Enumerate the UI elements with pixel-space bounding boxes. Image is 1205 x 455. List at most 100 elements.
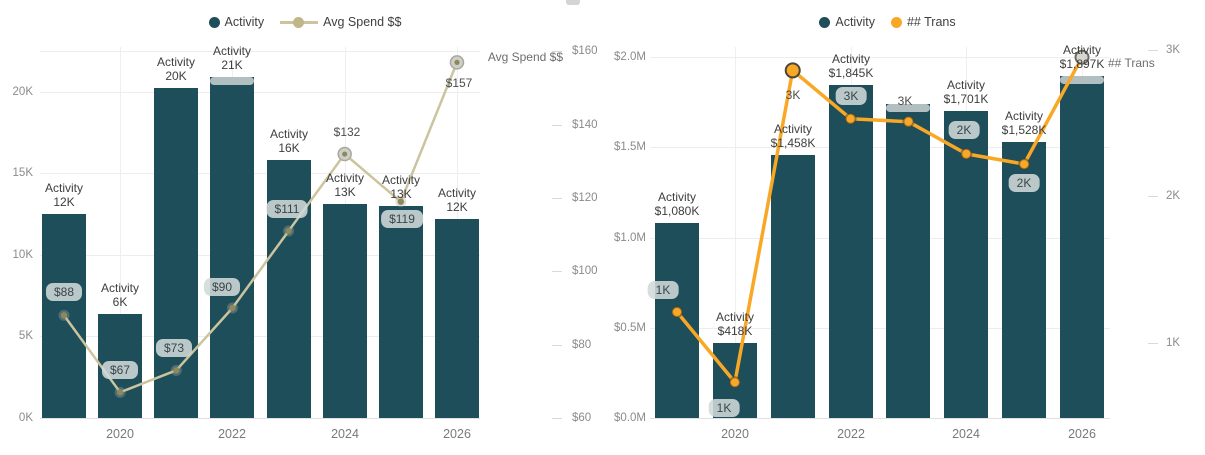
legend-dot-icon (819, 16, 831, 28)
line-point-2025[interactable] (1018, 158, 1031, 171)
line-point-2021[interactable] (170, 364, 182, 376)
line-point-2021[interactable] (784, 62, 801, 79)
y2-axis-tick-mark (552, 51, 562, 52)
y2-axis-tick-label: $120 (572, 192, 598, 204)
gridline-horizontal (40, 92, 480, 93)
legend-item-activity[interactable]: Activity (208, 15, 264, 29)
bar-top-label-band (1060, 76, 1104, 84)
line-point-2022[interactable] (844, 112, 857, 125)
line-point-2025[interactable] (395, 196, 407, 208)
line-marker-icon (342, 151, 348, 157)
bar-2026[interactable] (1060, 76, 1104, 418)
bar-label-series: Activity (946, 78, 985, 92)
line-point-2022[interactable] (226, 302, 238, 314)
bar-data-label: Activity $1,080K (655, 190, 700, 218)
bar-label-series: Activity (437, 186, 477, 200)
clipped-handle-artifact (566, 0, 580, 5)
bar-2023[interactable] (886, 104, 930, 418)
line-data-label: 3K (835, 87, 867, 105)
bar-label-value: $418K (717, 324, 753, 338)
line-point-2024[interactable] (337, 146, 352, 162)
y-axis-tick-label: 20K (12, 86, 33, 98)
line-point-2020[interactable] (728, 376, 741, 389)
bar-data-label: Activity 13K (326, 171, 364, 199)
bar-2022[interactable] (210, 77, 254, 418)
bar-2021[interactable] (771, 155, 815, 418)
bar-2024[interactable] (323, 204, 367, 418)
line-point-2023[interactable] (902, 115, 915, 128)
line-point-2019[interactable] (58, 309, 70, 321)
y2-axis-tick-mark (1148, 50, 1158, 51)
y-axis-tick-label: 5K (18, 330, 33, 342)
legend-item--trans[interactable]: ## Trans (890, 15, 956, 29)
line-data-label: $132 (333, 125, 361, 139)
bar-2019[interactable] (655, 223, 699, 418)
line-data-label: $90 (203, 278, 241, 296)
line-marker-icon (902, 115, 915, 128)
x-axis-line (40, 418, 480, 419)
bar-label-series: Activity (1004, 109, 1043, 123)
bar-data-label: Activity $1,701K (944, 78, 989, 106)
bar-2023[interactable] (267, 160, 311, 418)
y2-axis-tick-label: $160 (572, 45, 598, 57)
bar-data-label: Activity $1,458K (771, 122, 816, 150)
y2-axis-tick-mark (552, 345, 562, 346)
bar-top-label-band (210, 77, 254, 85)
y-axis-tick-label: $1.5M (614, 141, 646, 153)
line-marker-icon (728, 376, 741, 389)
line-marker-icon (60, 312, 68, 319)
line-point-2019[interactable] (671, 306, 683, 318)
bar-label-series: Activity (715, 310, 755, 324)
y2-axis-tick-mark (552, 271, 562, 272)
x-axis-label: 2022 (218, 427, 246, 441)
bar-data-label: Activity 20K (157, 55, 195, 83)
y-axis-tick-label: 10K (12, 249, 33, 261)
y2-axis-tick-label: 1K (1166, 337, 1181, 349)
y-axis-tick-label: 0K (18, 412, 33, 424)
bar-label-value: $1,701K (943, 92, 989, 106)
y2-axis-title: ## Trans (1108, 56, 1155, 70)
y2-axis-title: Avg Spend $$ (487, 50, 563, 64)
bar-data-label: Activity 12K (438, 186, 476, 214)
y2-axis-tick-label: $100 (572, 265, 598, 277)
y2-axis-tick-label: $80 (572, 339, 592, 351)
bar-label-value: $1,845K (828, 66, 874, 80)
line-data-label: $119 (381, 210, 423, 228)
bar-2025[interactable] (379, 206, 423, 418)
line-marker-icon (454, 59, 460, 65)
legend-label: Avg Spend $$ (323, 15, 402, 29)
legend-label: ## Trans (906, 15, 956, 29)
line-data-label: 1K (647, 281, 679, 299)
bar-data-label: Activity 16K (270, 127, 308, 155)
bar-label-series: Activity (325, 171, 365, 185)
line-data-label: $111 (266, 200, 308, 218)
legend-line-marker (293, 16, 305, 28)
legend-line-dot-icon (280, 16, 319, 28)
line-point-2024[interactable] (960, 147, 973, 160)
bar-label-value: $1,897K (1059, 57, 1105, 71)
bar-data-label: Activity $1,845K (829, 52, 874, 80)
y-axis-tick-label: $1.0M (614, 232, 646, 244)
line-marker-icon (116, 389, 124, 396)
bar-label-series: Activity (1062, 43, 1101, 57)
line-data-label: $88 (45, 283, 83, 301)
x-axis-line (650, 418, 1110, 419)
bar-label-value: $1,080K (654, 204, 700, 218)
line-marker-icon (960, 147, 973, 160)
line-data-label: 2K (1008, 174, 1040, 192)
legend-label: Activity (835, 15, 875, 29)
legend: Activity Avg Spend $$ (0, 13, 610, 31)
line-marker-icon (784, 62, 801, 79)
bar-2026[interactable] (435, 219, 479, 418)
line-point-2026[interactable] (449, 55, 465, 70)
line-point-2026[interactable] (1074, 49, 1090, 65)
bar-data-label: Activity 13K (382, 173, 420, 201)
line-point-2020[interactable] (114, 386, 126, 398)
legend-item-activity[interactable]: Activity (819, 15, 875, 29)
bar-label-value: $1,458K (770, 136, 816, 150)
bar-label-series: Activity (44, 181, 84, 195)
y-axis-tick-label: $2.0M (614, 51, 646, 63)
line-point-2023[interactable] (283, 225, 295, 237)
legend-item-avg-spend-[interactable]: Avg Spend $$ (280, 15, 401, 29)
bar-2022[interactable] (829, 85, 873, 418)
